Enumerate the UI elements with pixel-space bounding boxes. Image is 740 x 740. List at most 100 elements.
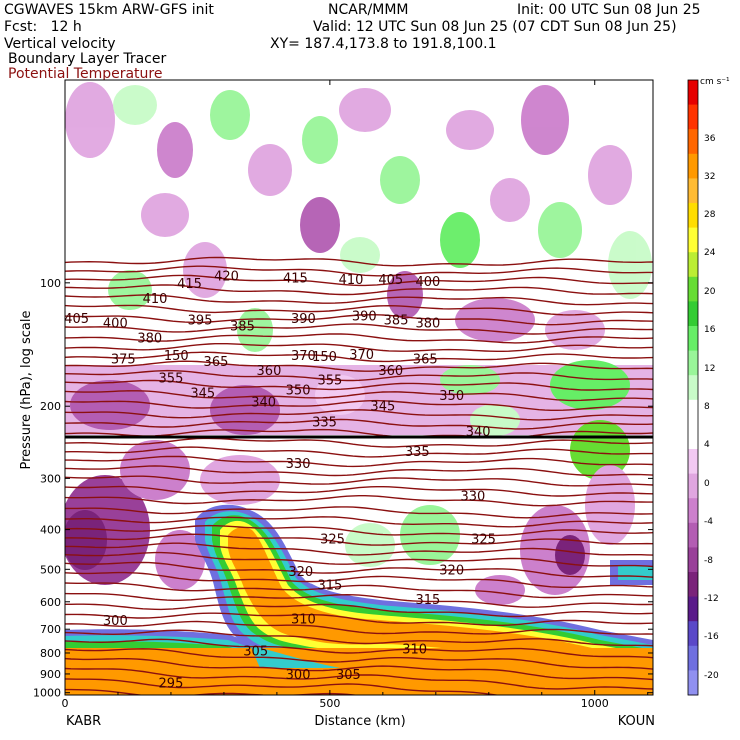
colorbar-swatch (688, 276, 698, 302)
y-tick-label: 1000 (33, 687, 61, 700)
colorbar-swatch (688, 129, 698, 155)
theta-contour-line (65, 648, 653, 670)
colorbar-swatch (688, 449, 698, 475)
descent-blob (157, 122, 193, 178)
descent-blob (155, 530, 205, 590)
theta-contour-line (65, 409, 653, 421)
colorbar-swatch (688, 227, 698, 253)
model-title: CGWAVES 15km ARW-GFS init (4, 2, 214, 18)
theta-label: 350 (439, 389, 464, 404)
theta-label: 410 (143, 292, 168, 307)
colorbar-swatch (688, 80, 698, 106)
x-tick-label: 0 (62, 697, 69, 710)
theta-contour-line (65, 399, 653, 411)
colorbar-tick-label: 16 (704, 325, 716, 335)
theta-contour-line (65, 465, 653, 477)
tracer-boundary-tongue (250, 645, 340, 668)
colorbar-tick-label: -4 (704, 517, 713, 527)
theta-label: 325 (471, 532, 496, 547)
theta-label: 380 (415, 317, 440, 332)
descent-blob (588, 145, 632, 205)
field-vertical-velocity: Vertical velocity (4, 36, 116, 52)
colorbar-swatch (688, 350, 698, 376)
colorbar-tick-label: 4 (704, 440, 710, 450)
theta-label: 390 (291, 312, 316, 327)
descent-blob (120, 440, 190, 500)
colorbar-swatch (688, 547, 698, 573)
theta-label: 150 (164, 349, 189, 364)
theta-contour-line (65, 256, 653, 267)
ascent-blob (440, 212, 480, 268)
theta-label: 315 (415, 593, 440, 608)
theta-contour-line (65, 629, 653, 647)
theta-contour-line (65, 571, 653, 588)
theta-label: 355 (159, 371, 184, 386)
forecast-hour: Fcst: 12 h (4, 19, 82, 35)
tracer-edge-patch (618, 566, 653, 580)
y-tick-label: 600 (40, 596, 61, 609)
y-tick-label: 800 (40, 647, 61, 660)
colorbar-swatch (688, 104, 698, 130)
x-axis: 0 500 1000 (62, 80, 649, 710)
y-axis: 100 200 300 400 500 600 700 800 900 1000 (33, 277, 653, 700)
theta-contour-line (65, 516, 653, 528)
center-label: NCAR/MMM (328, 2, 409, 18)
colorbar-tick-label: -20 (704, 671, 719, 681)
descent-blob (490, 178, 530, 222)
theta-label: 370 (349, 348, 374, 363)
ascent-blob (550, 360, 630, 410)
theta-contour-line (65, 343, 653, 352)
field-potential-temperature: Potential Temperature (8, 66, 163, 82)
theta-contour-line (65, 313, 653, 326)
theta-label: 365 (204, 355, 229, 370)
ascent-blob (400, 505, 460, 565)
plume-gap (303, 566, 327, 584)
theta-label: 350 (286, 383, 311, 398)
y-tick-label: 700 (40, 623, 61, 636)
theta-label: 395 (188, 314, 213, 329)
ascent-blob (113, 85, 157, 125)
theta-contour-line (65, 603, 653, 618)
theta-contour-labels: 415 420 415 410 405 400 410 405 400 395 385 390 390 3… (65, 270, 496, 692)
theta-contour-line (65, 612, 653, 626)
theta-label: 385 (384, 314, 409, 329)
theta-contour-line (65, 379, 653, 391)
colorbar-swatch (688, 522, 698, 548)
cross-section-endpoints: XY= 187.4,173.8 to 191.8,100.1 (270, 36, 497, 52)
x-tick-label: 500 (319, 697, 340, 710)
ascent-blob (302, 116, 338, 164)
theta-label: 320 (439, 563, 464, 578)
colorbar-swatch (688, 375, 698, 401)
colorbar: 36 32 28 24 20 16 12 8 4 0 -4 -8 -12 -16 -20 (687, 79, 719, 696)
theta-label: 320 (288, 565, 313, 580)
colorbar-tick-label: 28 (704, 210, 716, 220)
descent-blob (65, 82, 115, 158)
theta-contour-line (65, 657, 653, 681)
theta-label: 365 (413, 353, 438, 368)
theta-label: 335 (312, 416, 337, 431)
theta-label: 310 (291, 613, 316, 628)
colorbar-swatch (688, 424, 698, 450)
theta-label: 305 (243, 645, 268, 660)
ascent-blob (210, 90, 250, 140)
theta-contour-line (65, 428, 653, 439)
theta-contour-line (65, 333, 653, 344)
theta-label: 315 (317, 579, 342, 594)
colorbar-swatch (688, 596, 698, 622)
y-tick-label: 400 (40, 524, 61, 537)
theta-label: 385 (230, 319, 255, 334)
end-station-label: KOUN (618, 714, 655, 729)
theta-label: 345 (370, 399, 395, 414)
colorbar-frame (687, 79, 699, 696)
y-tick-label: 300 (40, 472, 61, 485)
theta-label: 415 (177, 277, 202, 292)
valid-time: Valid: 12 UTC Sun 08 Jun 25 (07 CDT Sun … (313, 19, 677, 35)
colorbar-swatch (688, 498, 698, 524)
theta-contour-line (65, 351, 653, 363)
descent-blob (183, 242, 227, 298)
descent-blob (200, 455, 280, 505)
colorbar-tick-label: 24 (704, 248, 716, 258)
x-tick-label: 1000 (581, 697, 609, 710)
theta-label: 400 (415, 275, 440, 290)
init-time: Init: 00 UTC Sun 08 Jun 25 (517, 2, 701, 18)
